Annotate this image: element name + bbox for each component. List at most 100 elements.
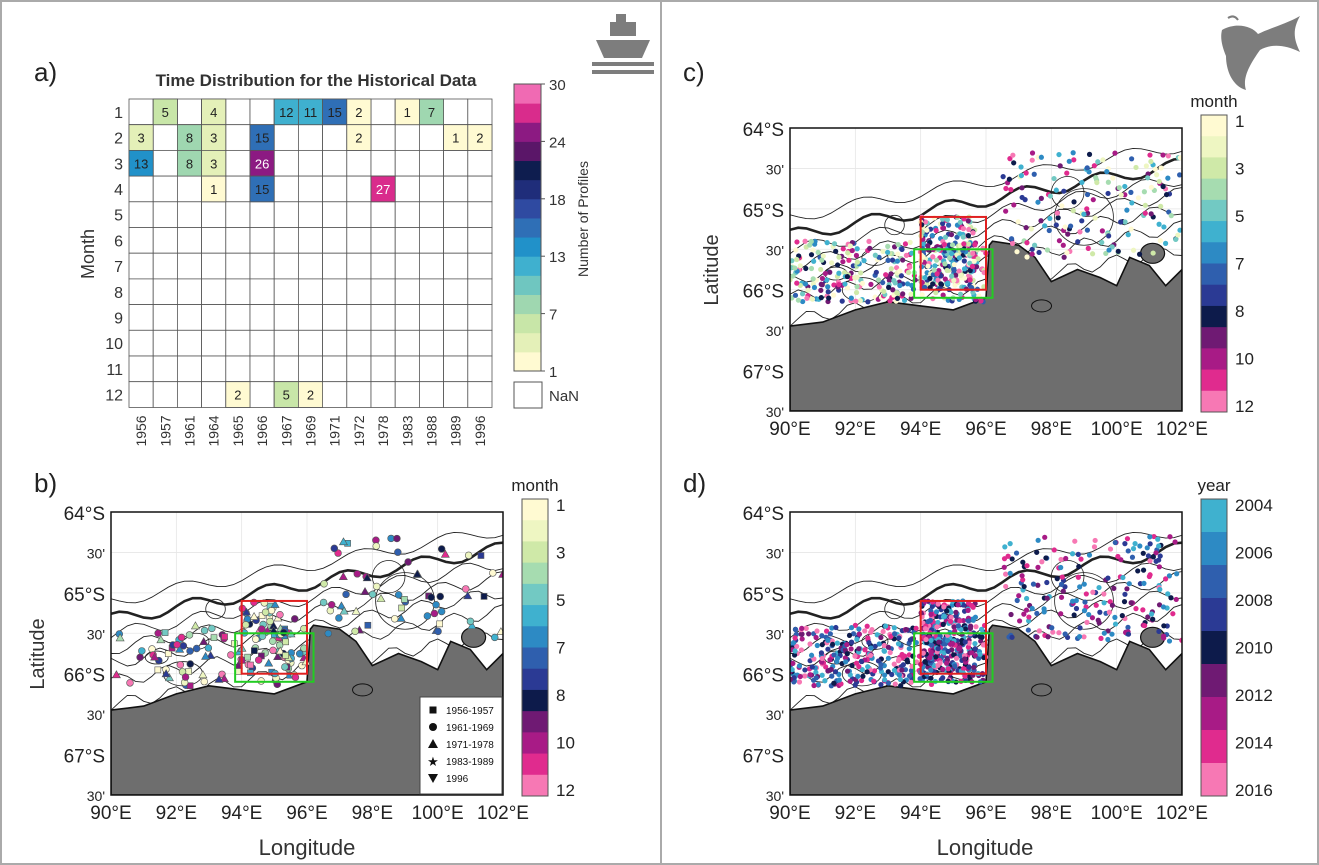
data-point <box>1147 534 1153 540</box>
data-point <box>818 281 824 287</box>
data-point <box>853 252 860 259</box>
data-point <box>161 669 171 678</box>
heatmap-empty-cell <box>128 201 154 228</box>
data-point <box>825 284 831 290</box>
data-point <box>1072 538 1078 544</box>
data-point <box>1085 245 1091 251</box>
data-point <box>793 247 799 253</box>
data-point <box>846 257 852 263</box>
data-point <box>811 682 817 689</box>
heatmap-empty-cell <box>152 381 178 408</box>
heatmap-empty-cell <box>370 381 396 408</box>
data-point <box>924 227 930 233</box>
data-point <box>1062 224 1068 230</box>
data-point <box>882 677 888 683</box>
region-box <box>913 248 994 299</box>
heatmap-empty-cell <box>394 278 420 305</box>
heatmap-empty-cell <box>225 252 251 280</box>
data-point <box>885 680 892 686</box>
heatmap-empty-cell <box>152 278 178 305</box>
data-point <box>462 585 470 593</box>
colorbar-frame <box>521 498 549 797</box>
data-point <box>1044 247 1051 253</box>
data-point <box>1044 595 1050 601</box>
data-point <box>858 270 864 276</box>
data-point <box>892 681 898 687</box>
heatmap-empty-cell <box>322 329 348 357</box>
data-point <box>1124 536 1131 542</box>
data-point <box>813 675 819 681</box>
lon-tick-label: 96°E <box>965 419 1006 440</box>
data-point <box>1151 533 1157 540</box>
heatmap-empty-cell <box>225 124 251 151</box>
data-point <box>853 289 860 296</box>
data-point <box>813 669 819 675</box>
data-point <box>1147 558 1153 564</box>
panel-d-xlabel: Longitude <box>937 835 1034 860</box>
data-point <box>848 295 854 301</box>
data-point <box>800 298 806 305</box>
data-point <box>862 628 868 634</box>
data-point <box>1042 534 1048 540</box>
data-point <box>966 664 972 670</box>
data-point <box>828 666 834 673</box>
heatmap-empty-cell <box>394 329 420 357</box>
heatmap-empty-cell <box>322 278 348 305</box>
data-point <box>1130 247 1137 253</box>
data-point <box>928 681 935 687</box>
map-plot-area <box>790 128 1182 411</box>
colorbar-segment <box>522 711 548 733</box>
data-point <box>928 642 935 648</box>
profile-colorbar-segment <box>514 351 541 372</box>
data-point <box>1009 634 1015 640</box>
lat-tick-label: 66°S <box>743 282 784 303</box>
data-point <box>965 233 972 239</box>
data-point <box>261 608 270 616</box>
heatmap-empty-cell <box>443 227 469 254</box>
data-point <box>797 263 803 269</box>
data-point <box>404 558 412 566</box>
heatmap-empty-cell <box>443 98 469 126</box>
data-point <box>1007 541 1013 547</box>
data-point <box>927 617 934 624</box>
data-point <box>933 609 940 615</box>
contour-blob <box>1054 572 1114 630</box>
data-point <box>941 650 947 656</box>
data-point <box>1145 553 1152 559</box>
data-point <box>944 267 950 273</box>
data-point <box>847 678 853 684</box>
lon-tick-label: 102°E <box>1156 803 1208 824</box>
profile-colorbar-segment <box>514 313 541 334</box>
panel-label-a: a) <box>34 57 57 87</box>
data-point <box>792 635 798 641</box>
data-point <box>907 264 913 270</box>
heatmap-cell-label: 3 <box>210 131 217 146</box>
data-point <box>941 241 948 248</box>
data-point <box>951 652 957 658</box>
legend-symbol <box>429 723 437 731</box>
colorbar-segment <box>1201 136 1227 158</box>
data-point <box>931 662 937 669</box>
data-point <box>888 633 894 640</box>
data-point <box>464 551 473 560</box>
lat-tick-label: 64°S <box>743 504 784 525</box>
data-point <box>895 251 901 257</box>
data-point <box>919 292 925 298</box>
map-frame <box>789 511 1183 796</box>
heatmap-empty-cell <box>128 329 154 357</box>
heatmap-empty-cell <box>128 278 154 305</box>
data-point <box>1069 551 1076 557</box>
heatmap-cell-label: 15 <box>255 182 269 197</box>
heatmap-empty-cell <box>370 355 396 383</box>
data-point <box>908 295 914 301</box>
data-point <box>1156 628 1162 635</box>
data-point <box>958 272 964 279</box>
data-point <box>888 271 894 277</box>
data-point <box>206 650 216 659</box>
data-point <box>881 642 887 649</box>
data-point <box>945 297 951 303</box>
data-point <box>1058 581 1065 587</box>
heatmap-empty-cell <box>346 227 372 254</box>
heatmap-empty-cell <box>418 252 444 280</box>
data-point <box>247 661 254 669</box>
